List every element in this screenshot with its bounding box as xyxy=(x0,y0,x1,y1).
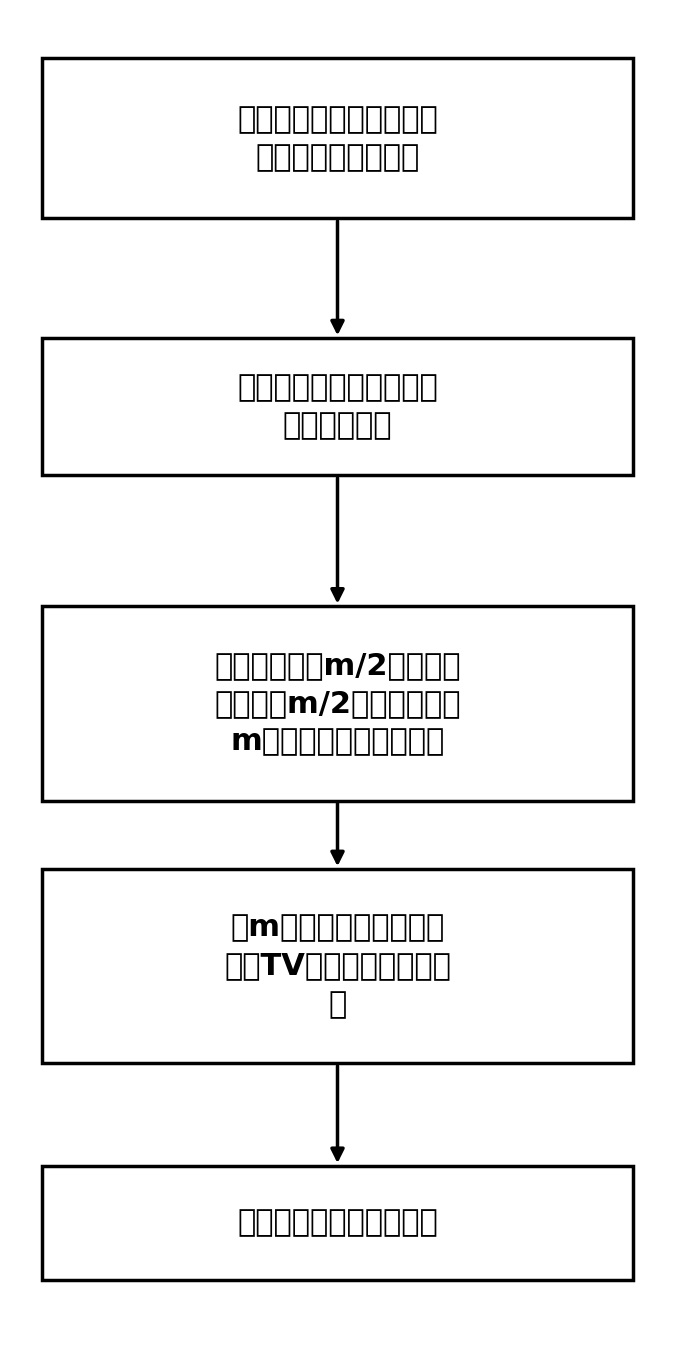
Text: 将测量值按照从大到小的
顺序进行排序: 将测量值按照从大到小的 顺序进行排序 xyxy=(237,373,438,440)
FancyBboxPatch shape xyxy=(42,606,633,801)
Text: 选取最前面的m/2个数据和
最后面的m/2个数据组成共
m个采样的测量数据序列: 选取最前面的m/2个数据和 最后面的m/2个数据组成共 m个采样的测量数据序列 xyxy=(214,651,461,756)
Text: 生成重构后的太赫兹图像: 生成重构后的太赫兹图像 xyxy=(237,1208,438,1238)
FancyBboxPatch shape xyxy=(42,1166,633,1280)
FancyBboxPatch shape xyxy=(42,58,633,219)
Text: 从太赫兹探测器读取成像
物体调制后的光强值: 从太赫兹探测器读取成像 物体调制后的光强值 xyxy=(237,105,438,171)
Text: 对m个数据使用最小化全
变差TV的方法进行图像重
构: 对m个数据使用最小化全 变差TV的方法进行图像重 构 xyxy=(224,914,451,1019)
FancyBboxPatch shape xyxy=(42,869,633,1064)
FancyBboxPatch shape xyxy=(42,339,633,475)
